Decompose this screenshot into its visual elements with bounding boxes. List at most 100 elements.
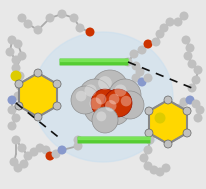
- Circle shape: [145, 136, 154, 145]
- Circle shape: [163, 96, 171, 104]
- Circle shape: [135, 67, 144, 77]
- Circle shape: [7, 122, 16, 130]
- Circle shape: [12, 136, 20, 145]
- Circle shape: [71, 86, 98, 114]
- Circle shape: [105, 100, 116, 112]
- Circle shape: [139, 153, 148, 163]
- Circle shape: [18, 13, 26, 22]
- Circle shape: [194, 105, 204, 115]
- Circle shape: [185, 43, 194, 53]
- Circle shape: [108, 94, 119, 104]
- Circle shape: [157, 122, 166, 130]
- Circle shape: [155, 167, 164, 177]
- Circle shape: [45, 13, 54, 22]
- Circle shape: [53, 80, 61, 88]
- Circle shape: [153, 129, 162, 139]
- Circle shape: [45, 152, 54, 160]
- Circle shape: [7, 105, 16, 115]
- Circle shape: [191, 99, 200, 108]
- Circle shape: [13, 163, 22, 173]
- Circle shape: [23, 19, 32, 29]
- Circle shape: [137, 77, 146, 87]
- Circle shape: [191, 75, 200, 84]
- Circle shape: [131, 74, 140, 83]
- FancyBboxPatch shape: [59, 59, 128, 66]
- Circle shape: [163, 140, 171, 148]
- Circle shape: [12, 114, 20, 122]
- Circle shape: [143, 161, 152, 170]
- Circle shape: [103, 89, 131, 117]
- Circle shape: [12, 71, 20, 81]
- Circle shape: [91, 107, 117, 133]
- Circle shape: [33, 26, 42, 35]
- Circle shape: [175, 104, 184, 112]
- Circle shape: [173, 18, 182, 26]
- Circle shape: [179, 12, 188, 20]
- Circle shape: [73, 142, 82, 150]
- Circle shape: [143, 40, 152, 49]
- Polygon shape: [19, 73, 57, 117]
- Circle shape: [99, 95, 129, 125]
- Circle shape: [161, 108, 170, 116]
- Circle shape: [73, 136, 82, 145]
- Circle shape: [34, 69, 42, 77]
- Circle shape: [179, 98, 188, 106]
- Circle shape: [120, 96, 131, 106]
- Circle shape: [15, 81, 24, 91]
- Circle shape: [155, 114, 164, 122]
- Circle shape: [12, 56, 20, 64]
- Circle shape: [143, 74, 152, 83]
- Circle shape: [53, 102, 61, 110]
- Circle shape: [15, 71, 24, 81]
- Circle shape: [182, 107, 190, 115]
- Circle shape: [115, 91, 143, 119]
- Circle shape: [129, 50, 138, 59]
- Circle shape: [84, 84, 96, 97]
- Circle shape: [11, 70, 21, 81]
- Circle shape: [181, 36, 190, 44]
- Circle shape: [6, 47, 14, 57]
- Circle shape: [75, 91, 86, 101]
- Circle shape: [89, 98, 101, 110]
- Circle shape: [29, 147, 38, 156]
- Circle shape: [85, 28, 94, 36]
- Circle shape: [34, 113, 42, 121]
- Circle shape: [96, 112, 106, 121]
- Circle shape: [144, 129, 152, 137]
- Circle shape: [151, 37, 160, 46]
- Circle shape: [57, 146, 66, 154]
- Circle shape: [144, 107, 152, 115]
- Circle shape: [9, 157, 18, 167]
- Circle shape: [123, 57, 132, 67]
- Circle shape: [131, 61, 140, 70]
- Circle shape: [57, 9, 66, 19]
- Circle shape: [182, 129, 190, 137]
- Polygon shape: [148, 100, 186, 144]
- Circle shape: [18, 51, 26, 60]
- Circle shape: [12, 64, 20, 73]
- Circle shape: [75, 23, 84, 33]
- Circle shape: [109, 79, 140, 111]
- Circle shape: [69, 13, 78, 22]
- Circle shape: [35, 143, 44, 153]
- Circle shape: [91, 70, 127, 106]
- Circle shape: [19, 160, 28, 169]
- Circle shape: [183, 51, 192, 60]
- Circle shape: [51, 149, 60, 159]
- Ellipse shape: [33, 32, 172, 162]
- Circle shape: [7, 36, 16, 44]
- Circle shape: [13, 40, 22, 49]
- Circle shape: [79, 79, 110, 111]
- Circle shape: [91, 89, 118, 117]
- Circle shape: [137, 46, 146, 54]
- Circle shape: [15, 80, 23, 88]
- Circle shape: [155, 29, 164, 39]
- Circle shape: [154, 112, 165, 123]
- Circle shape: [15, 102, 23, 110]
- Circle shape: [165, 18, 174, 26]
- Circle shape: [149, 166, 158, 174]
- Circle shape: [18, 143, 26, 153]
- Circle shape: [114, 84, 126, 97]
- Circle shape: [187, 60, 195, 68]
- Circle shape: [23, 152, 32, 160]
